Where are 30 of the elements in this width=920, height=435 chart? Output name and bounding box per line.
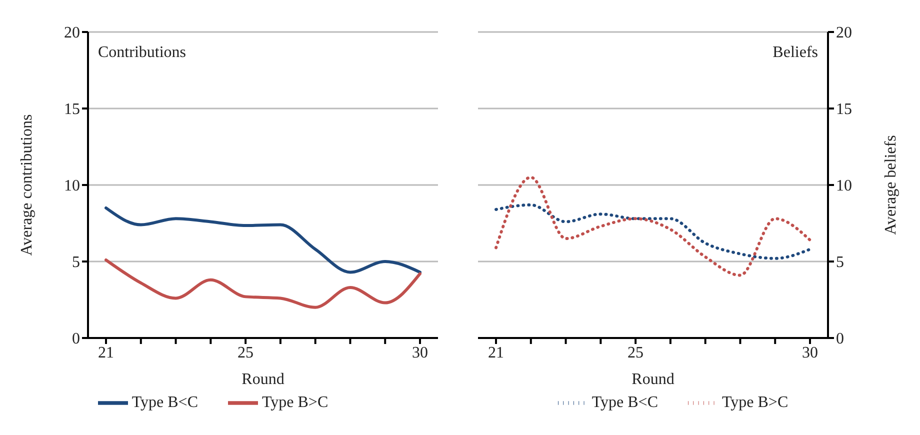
line-series [494,176,812,277]
line-series [104,206,422,274]
y-tick-label: 5 [72,254,80,272]
y2-tick-label: 0 [836,330,844,348]
legend-label: Type B<C [132,394,198,411]
x-tick-label: 25 [238,344,254,362]
legend-label: Type B>C [722,394,788,411]
text: Contributions [98,44,186,62]
line-series [494,203,812,260]
line-series [104,258,422,309]
y-tick-label: 0 [72,330,80,348]
x-tick-label: 21 [98,344,114,362]
x-tick-label: 30 [802,344,818,362]
legend-label: Type B<C [592,394,658,411]
y2-tick-label: 20 [836,24,852,42]
y2-tick-label: 15 [836,101,852,118]
x-axis-title: Round [632,371,674,388]
x-axis-title: Round [242,371,284,388]
y-tick-label: 15 [64,101,80,118]
x-tick-label: 25 [628,344,644,362]
x-tick-label: 21 [488,344,504,362]
y-tick-label: 20 [64,24,80,42]
y-axis-title: Average contributions [18,114,36,256]
y2-axis-title: Average beliefs [882,135,900,235]
x-tick-label: 30 [412,344,428,362]
legend-label: Type B>C [262,394,328,411]
y2-tick-label: 5 [836,254,844,272]
y-tick-label: 10 [64,178,80,195]
y2-tick-label: 10 [836,178,852,195]
text: Beliefs [772,44,818,62]
